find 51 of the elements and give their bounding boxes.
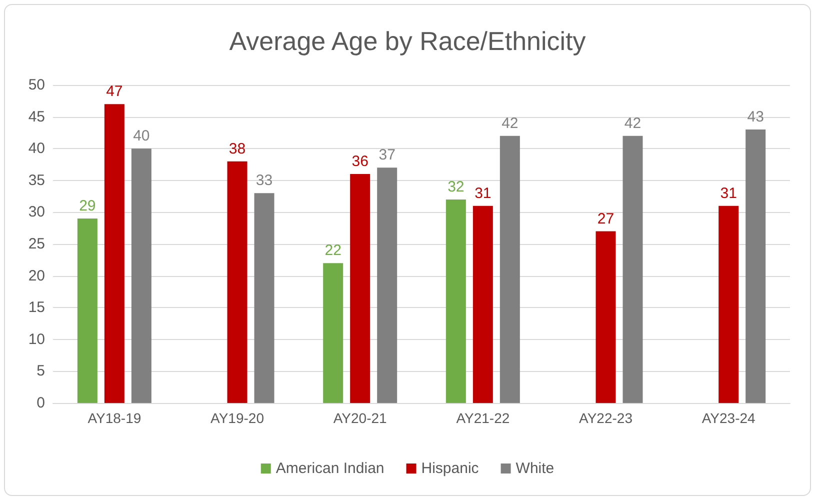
- data-label: 29: [79, 198, 96, 215]
- x-tick-label: AY19-20: [210, 410, 264, 426]
- x-tick-label: AY20-21: [333, 410, 388, 426]
- data-label: 32: [448, 178, 464, 196]
- x-tick-label: AY22-23: [579, 410, 633, 426]
- bar: [227, 161, 248, 403]
- y-tick-label: 15: [28, 299, 45, 316]
- bar: [323, 263, 344, 403]
- data-label: 42: [624, 114, 642, 132]
- y-tick-label: 35: [28, 172, 45, 189]
- legend-label: White: [516, 460, 554, 477]
- y-tick-label: 45: [28, 108, 45, 126]
- data-label: 27: [597, 210, 614, 228]
- bar: [104, 104, 124, 403]
- data-label: 40: [133, 128, 150, 145]
- bar: [254, 193, 274, 403]
- bar: [350, 174, 370, 403]
- bar: [746, 130, 766, 403]
- bar: [472, 206, 493, 403]
- data-label: 37: [378, 146, 396, 164]
- bar: [596, 231, 616, 403]
- y-tick-label: 10: [28, 330, 45, 348]
- y-tick-label: 25: [28, 236, 45, 252]
- data-label: 33: [256, 172, 273, 190]
- data-label: 47: [106, 83, 123, 100]
- data-label: 42: [502, 114, 518, 132]
- data-label: 31: [474, 184, 492, 202]
- y-tick-label: 30: [28, 204, 45, 221]
- data-label: 43: [747, 108, 764, 126]
- bar: [131, 148, 152, 403]
- data-label: 38: [228, 140, 246, 158]
- bar: [622, 136, 643, 403]
- y-tick-label: 20: [28, 267, 45, 284]
- x-tick-label: AY18-19: [88, 410, 142, 426]
- y-tick-label: 50: [28, 76, 45, 94]
- bar: [77, 218, 98, 403]
- x-tick-label: AY21-22: [456, 410, 510, 426]
- data-label: 36: [352, 153, 368, 170]
- bar: [718, 206, 739, 403]
- x-tick-label: AY23-24: [702, 410, 756, 426]
- y-tick-label: 0: [36, 394, 45, 412]
- bar: [500, 136, 520, 403]
- bar: [446, 199, 466, 403]
- chart-title: Average Age by Race/Ethnicity: [229, 26, 586, 56]
- bar: [377, 168, 398, 403]
- y-tick-label: 5: [36, 362, 45, 380]
- y-tick-label: 40: [28, 140, 45, 158]
- data-label: 22: [324, 242, 342, 260]
- data-label: 31: [720, 184, 737, 202]
- legend-label: Hispanic: [421, 460, 480, 477]
- legend-label: American Indian: [276, 460, 384, 477]
